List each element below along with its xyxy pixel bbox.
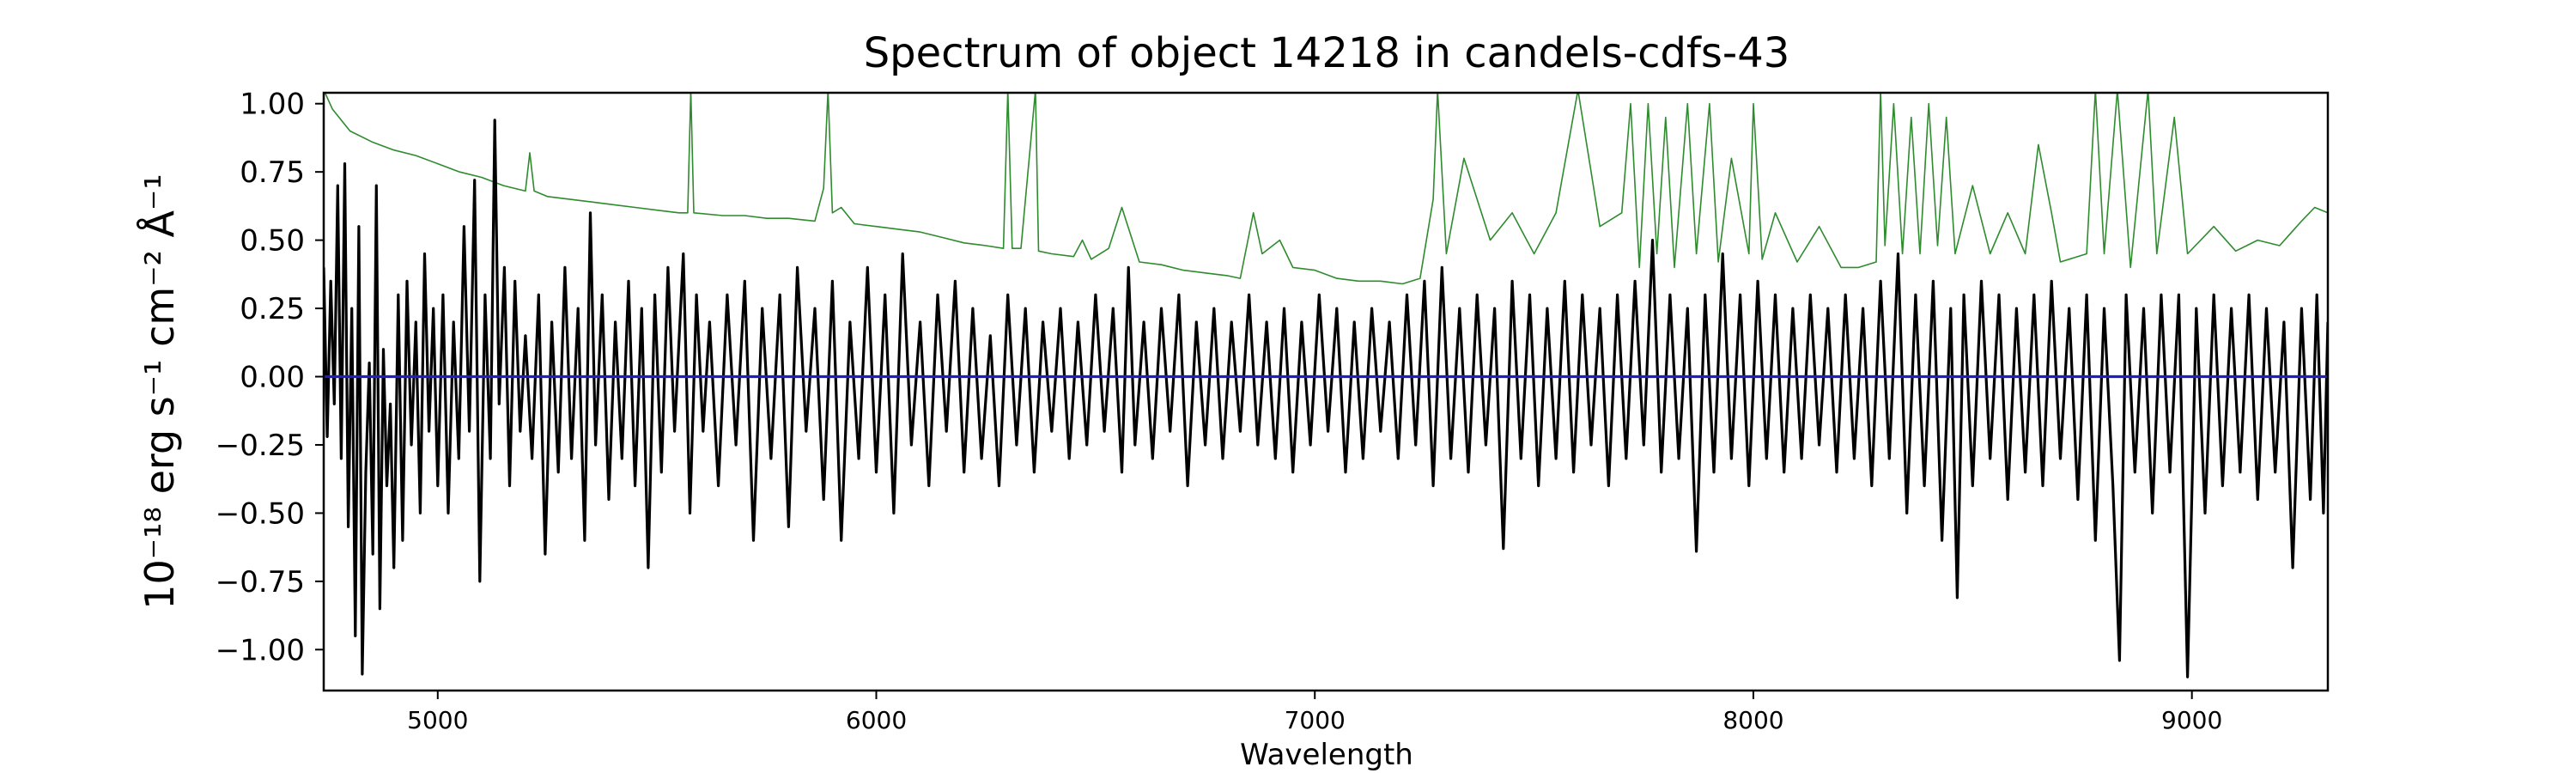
x-tick-label: 8000 (1722, 706, 1783, 734)
series-black-line (324, 119, 2328, 679)
y-tick-label: 1.00 (240, 88, 305, 122)
plot-frame (322, 91, 2330, 692)
series-green-line (324, 93, 2328, 285)
y-tick-label: −1.00 (216, 633, 305, 667)
x-tick-label: 6000 (846, 706, 907, 734)
series-layer (324, 93, 2328, 679)
y-tick-label: 0.75 (240, 155, 305, 190)
x-tick-label: 5000 (407, 706, 468, 734)
chart-title: Spectrum of object 14218 in candels-cdfs… (864, 29, 1790, 77)
y-tick-label: −0.25 (216, 429, 305, 463)
y-tick-label: 0.00 (240, 361, 305, 395)
y-tick-label: −0.75 (216, 565, 305, 600)
y-tick-label: −0.50 (216, 496, 305, 531)
x-axis: 5000 6000 7000 8000 9000 (407, 691, 2222, 734)
y-axis-label: 10⁻¹⁸ erg s⁻¹ cm⁻² Å⁻¹ (137, 173, 183, 609)
y-tick-label: 0.25 (240, 292, 305, 326)
x-tick-label: 7000 (1285, 706, 1346, 734)
x-tick-label: 9000 (2161, 706, 2222, 734)
y-tick-label: 0.50 (240, 224, 305, 259)
x-axis-label: Wavelength (1240, 738, 1413, 772)
y-axis: 1.00 0.75 0.50 0.25 0.00 −0.25 −0.50 −0.75 −1.00 (216, 88, 324, 667)
